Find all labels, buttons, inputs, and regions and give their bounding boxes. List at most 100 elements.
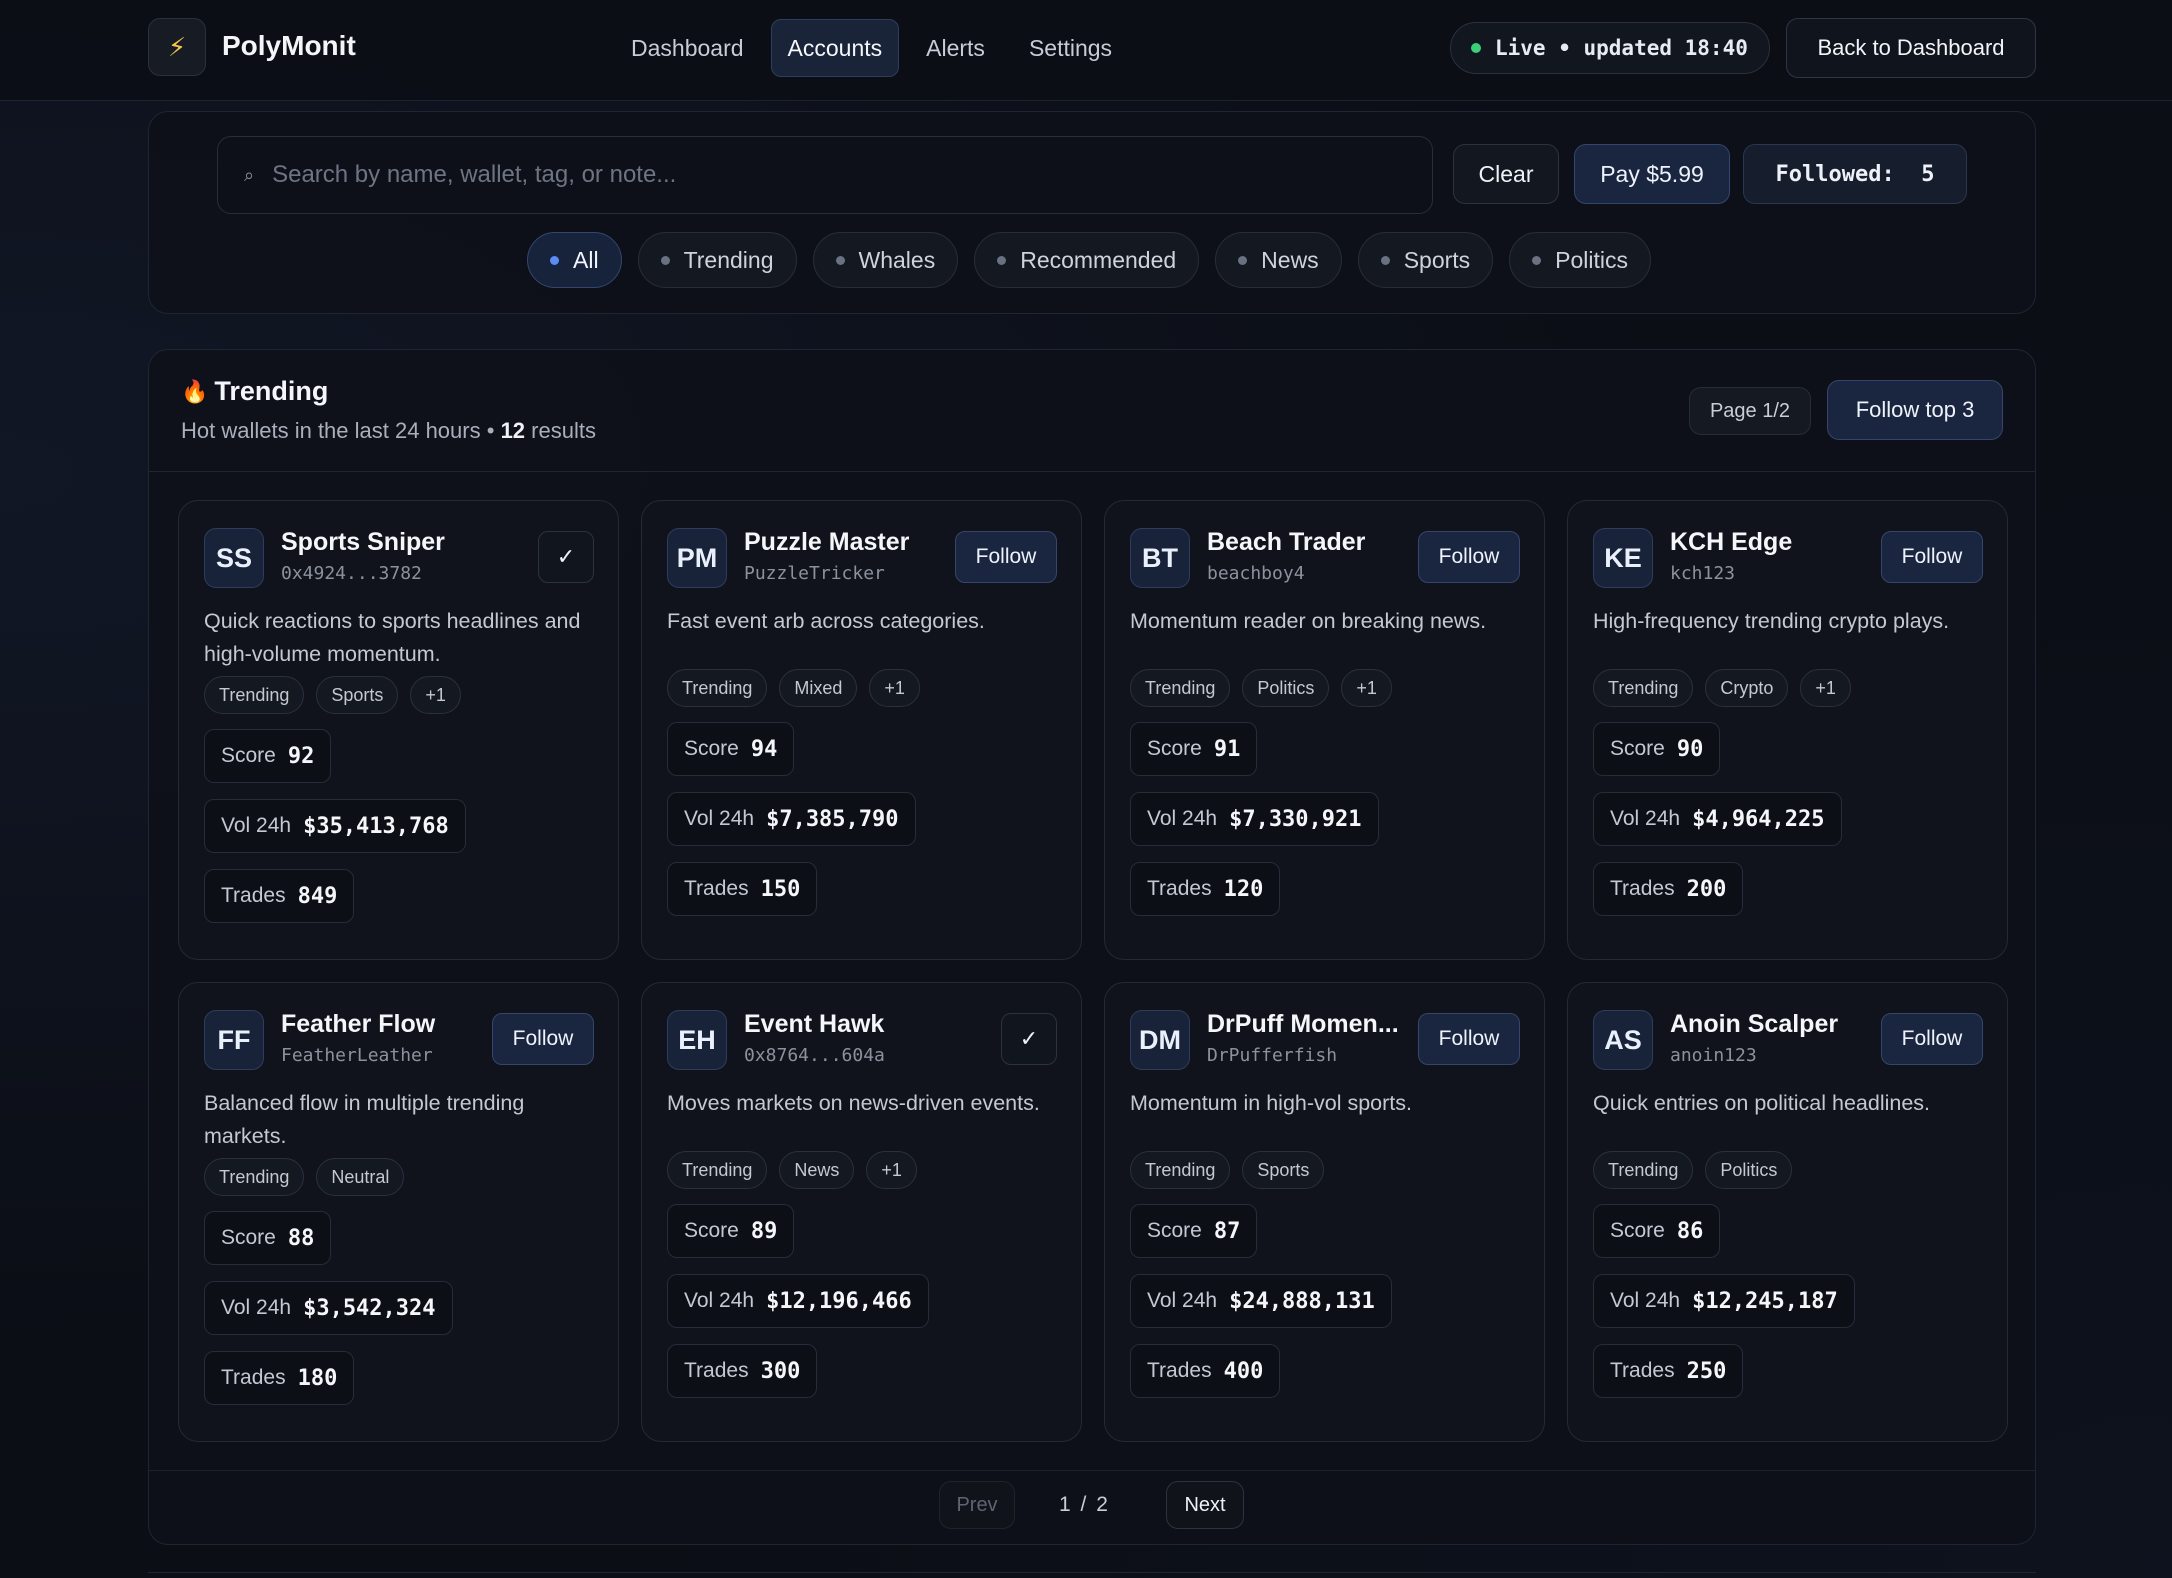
avatar: SS: [204, 528, 264, 588]
account-card[interactable]: EH Event Hawk 0x8764...604a ✓ Moves mark…: [641, 982, 1082, 1442]
chip-label: Whales: [858, 246, 936, 273]
section-title: 🔥 Trending: [181, 376, 328, 407]
trades-value: 400: [1223, 1358, 1264, 1384]
stat-label: Score: [1147, 1219, 1202, 1242]
stat-label: Trades: [1610, 877, 1675, 900]
avatar: FF: [204, 1010, 264, 1070]
follow-button[interactable]: Follow: [1881, 1013, 1983, 1065]
tag-chip: Trending: [1130, 669, 1231, 707]
stat-label: Trades: [684, 877, 749, 900]
trades-stat: Trades 400: [1130, 1344, 1281, 1398]
account-description: Moves markets on news-driven events.: [667, 1091, 1040, 1115]
tag-list: Trending Sports: [1130, 1151, 1325, 1189]
stat-label: Vol 24h: [1147, 807, 1218, 830]
stat-label: Trades: [221, 1366, 286, 1389]
followed-check-button[interactable]: ✓: [1001, 1013, 1057, 1065]
account-name: Anoin Scalper: [1670, 1010, 1839, 1038]
chip-dot-icon: [1380, 255, 1390, 265]
follow-button[interactable]: Follow: [492, 1013, 594, 1065]
filter-chip-politics[interactable]: Politics: [1509, 232, 1652, 288]
account-card[interactable]: AS Anoin Scalper anoin123 Follow Quick e…: [1567, 982, 2008, 1442]
results-count: 12: [500, 418, 526, 443]
chip-dot-icon: [997, 255, 1007, 265]
volume-value: $7,330,921: [1229, 806, 1362, 832]
tag-chip: +1: [869, 669, 920, 707]
score-stat: Score 90: [1593, 722, 1721, 776]
account-card[interactable]: FF Feather Flow FeatherLeather Follow Ba…: [178, 982, 619, 1442]
account-card[interactable]: SS Sports Sniper 0x4924...3782 ✓ Quick r…: [178, 500, 619, 960]
score-value: 92: [287, 743, 315, 769]
page-number-indicator: 1 / 2: [1059, 1493, 1110, 1517]
filter-chip-trending[interactable]: Trending: [637, 232, 797, 288]
pay-button[interactable]: Pay $5.99: [1574, 144, 1730, 204]
follow-top-3-button[interactable]: Follow top 3: [1827, 380, 2003, 440]
avatar: EH: [667, 1010, 727, 1070]
prev-page-button[interactable]: Prev: [939, 1481, 1015, 1529]
chip-dot-icon: [1532, 255, 1542, 265]
avatar: PM: [667, 528, 727, 588]
stat-label: Trades: [1147, 1359, 1212, 1382]
stat-label: Score: [221, 1226, 276, 1249]
score-value: 86: [1676, 1218, 1704, 1244]
chip-label: All: [573, 246, 599, 273]
search-input[interactable]: [272, 161, 1373, 189]
clear-button[interactable]: Clear: [1453, 144, 1559, 204]
followed-check-button[interactable]: ✓: [538, 531, 594, 583]
score-value: 94: [750, 736, 778, 762]
filter-chip-whales[interactable]: Whales: [812, 232, 959, 288]
account-name: Feather Flow: [281, 1010, 436, 1038]
score-value: 88: [287, 1225, 315, 1251]
account-card[interactable]: KE KCH Edge kch123 Follow High-frequency…: [1567, 500, 2008, 960]
stat-label: Score: [221, 744, 276, 767]
stat-label: Vol 24h: [221, 814, 292, 837]
tag-chip: Politics: [1242, 669, 1330, 707]
results-header: 🔥 Trending Hot wallets in the last 24 ho…: [149, 350, 2035, 472]
next-page-button[interactable]: Next: [1166, 1481, 1244, 1529]
follow-button[interactable]: Follow: [955, 531, 1057, 583]
stat-label: Score: [684, 1219, 739, 1242]
next-section-edge: [148, 1572, 2036, 1578]
account-card[interactable]: PM Puzzle Master PuzzleTricker Follow Fa…: [641, 500, 1082, 960]
follow-button[interactable]: Follow: [1418, 531, 1520, 583]
trades-value: 300: [760, 1358, 801, 1384]
stat-label: Vol 24h: [684, 807, 755, 830]
volume-value: $35,413,768: [303, 813, 449, 839]
filter-chip-all[interactable]: All: [527, 232, 622, 288]
volume-stat: Vol 24h $12,245,187: [1593, 1274, 1855, 1328]
stat-label: Trades: [221, 884, 286, 907]
pagination: Prev 1 / 2 Next: [149, 1470, 2035, 1546]
trades-value: 150: [760, 876, 801, 902]
account-description: Balanced flow in multiple trending marke…: [204, 1091, 525, 1148]
avatar: BT: [1130, 528, 1190, 588]
avatar: AS: [1593, 1010, 1653, 1070]
back-to-dashboard-button[interactable]: Back to Dashboard: [1786, 18, 2036, 78]
nav-accounts[interactable]: Accounts: [770, 19, 900, 77]
chip-label: Sports: [1403, 246, 1471, 273]
follow-button[interactable]: Follow: [1418, 1013, 1520, 1065]
tag-chip: +1: [1800, 669, 1851, 707]
score-stat: Score 88: [204, 1211, 332, 1265]
stat-label: Trades: [1147, 877, 1212, 900]
follow-button[interactable]: Follow: [1881, 531, 1983, 583]
account-card[interactable]: DM DrPuff Momen... DrPufferfish Follow M…: [1104, 982, 1545, 1442]
fire-icon: 🔥: [181, 378, 209, 404]
account-card[interactable]: BT Beach Trader beachboy4 Follow Momentu…: [1104, 500, 1545, 960]
subtitle-text: Hot wallets in the last 24 hours: [181, 418, 481, 443]
filter-chip-sports[interactable]: Sports: [1357, 232, 1494, 288]
filter-chip-news[interactable]: News: [1215, 232, 1342, 288]
filter-chip-recommended[interactable]: Recommended: [974, 232, 1200, 288]
tag-chip: Trending: [1593, 1151, 1694, 1189]
nav-settings[interactable]: Settings: [1028, 34, 1113, 61]
tag-chip: Trending: [1130, 1151, 1231, 1189]
nav-dashboard[interactable]: Dashboard: [631, 34, 744, 61]
account-name: Puzzle Master: [744, 528, 910, 556]
search-box[interactable]: ⌕: [217, 136, 1433, 214]
chip-dot-icon: [835, 255, 845, 265]
nav-alerts[interactable]: Alerts: [926, 34, 985, 61]
tag-chip: +1: [1341, 669, 1392, 707]
tag-list: Trending Politics +1: [1130, 669, 1392, 707]
stat-label: Trades: [1610, 1359, 1675, 1382]
volume-stat: Vol 24h $7,385,790: [667, 792, 916, 846]
tag-chip: Sports: [316, 676, 399, 714]
followed-count-button[interactable]: Followed: 5: [1743, 144, 1967, 204]
